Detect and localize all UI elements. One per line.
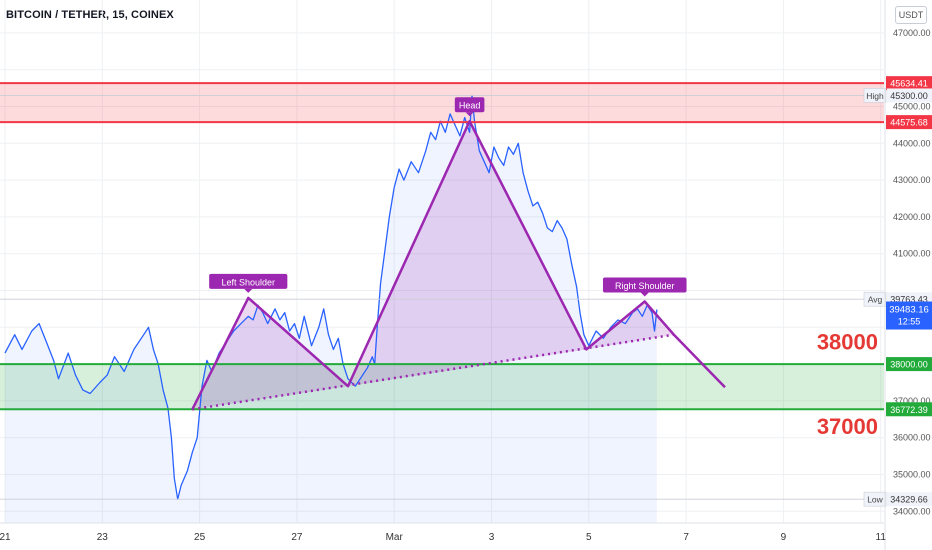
y-tick-label: 47000.00 (893, 28, 931, 38)
grid (0, 0, 884, 523)
info-tag (863, 291, 887, 307)
y-tick-label: 36000.00 (893, 433, 931, 443)
x-tick-label: 9 (781, 532, 787, 543)
price-line[interactable] (4, 94, 658, 500)
info-tag-text: High (866, 91, 884, 101)
currency-unit-button[interactable]: USDT (895, 6, 927, 24)
current-price-label: 39483.16 (889, 305, 929, 316)
x-tick-label: 7 (683, 532, 689, 543)
level-price-label: 36772.39 (890, 405, 928, 415)
symbol-title: BITCOIN / TETHER, 15, COINEX (6, 9, 174, 21)
x-tick-label: Mar (386, 532, 404, 543)
pattern-fill (192, 297, 348, 410)
level-price-badge[interactable] (886, 76, 932, 91)
y-tick-label: 41000.00 (893, 249, 931, 259)
info-price-label: 45300.00 (890, 91, 928, 101)
current-price-badge[interactable] (886, 301, 932, 330)
y-tick-label: 35000.00 (893, 470, 931, 480)
x-tick-label: 3 (489, 532, 495, 543)
info-price-label: 34329.66 (890, 495, 928, 505)
head-shoulders-path[interactable] (191, 119, 726, 410)
pattern-label-pointer (465, 112, 474, 117)
level-price-badge[interactable] (886, 357, 932, 372)
level-price-label: 45634.41 (890, 79, 928, 89)
info-tag (863, 491, 887, 507)
x-tick-label: 25 (194, 532, 206, 543)
y-tick-label: 37000.00 (893, 396, 931, 406)
candle-countdown: 12:55 (898, 317, 921, 327)
level-price-badge[interactable] (886, 115, 932, 130)
level-price-label: 38000.00 (890, 360, 928, 370)
pattern-label-bg (454, 97, 485, 113)
info-price-badge (887, 492, 932, 507)
x-tick-label: 5 (586, 532, 592, 543)
level-price-label: 44575.68 (890, 118, 928, 128)
pattern-fill (348, 121, 587, 387)
y-tick-label: 34000.00 (893, 506, 931, 516)
y-tick-label: 42000.00 (893, 212, 931, 222)
pattern-label-pointer (244, 288, 253, 293)
x-tick-label: 23 (97, 532, 109, 543)
pattern-label[interactable]: Head (454, 97, 485, 117)
y-tick-label: 43000.00 (893, 175, 931, 185)
pattern-label-bg (602, 277, 687, 293)
y-tick-label: 45000.00 (893, 102, 931, 112)
pattern-label[interactable]: Left Shoulder (209, 273, 288, 293)
y-tick-label: 44000.00 (893, 138, 931, 148)
x-tick-label: 27 (291, 532, 303, 543)
level-annotation: 37000 (817, 414, 878, 439)
level-annotation: 38000 (817, 329, 878, 354)
x-tick-label: 11 (876, 532, 887, 543)
x-tick-label: 21 (0, 532, 11, 543)
info-tag-text: Avg (868, 295, 883, 305)
price-area (5, 95, 657, 523)
pattern-label-text: Right Shoulder (615, 281, 675, 291)
info-tag (863, 88, 887, 103)
level-price-badge[interactable] (886, 402, 932, 417)
info-price-label: 39763.43 (890, 295, 928, 305)
pattern-label-text: Head (459, 101, 481, 111)
price-zone[interactable] (0, 83, 884, 123)
pattern-label[interactable]: Right Shoulder (602, 277, 687, 297)
pattern-label-text: Left Shoulder (221, 277, 275, 287)
pattern-label-pointer (640, 292, 649, 297)
info-price-badge (887, 88, 932, 103)
pattern-label-bg (209, 273, 288, 289)
info-tag-text: Low (867, 495, 883, 505)
